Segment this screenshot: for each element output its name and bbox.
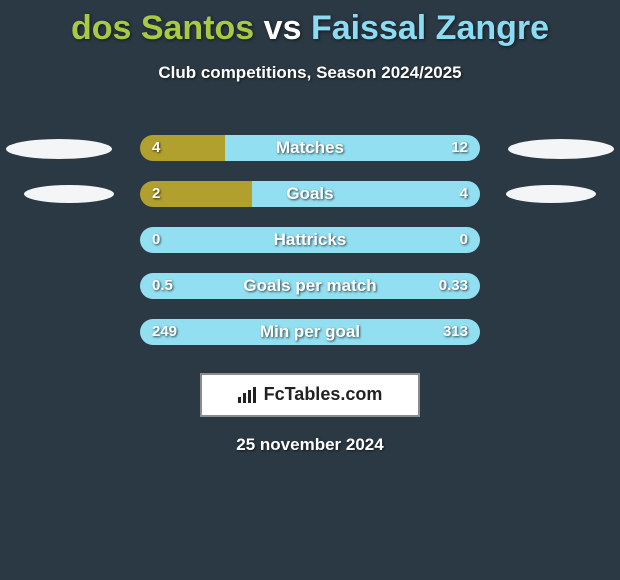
title-player-b: Faissal Zangre bbox=[311, 9, 549, 47]
stat-row: Goals24 bbox=[0, 171, 620, 217]
bar-segment-b bbox=[140, 273, 480, 299]
stat-bar bbox=[140, 135, 480, 161]
stats-block: Matches412Goals24Hattricks00Goals per ma… bbox=[0, 125, 620, 355]
player-b-marker bbox=[508, 139, 614, 159]
page-title: dos Santos vs Faissal Zangre bbox=[0, 0, 620, 49]
title-vs: vs bbox=[264, 9, 302, 47]
bar-segment-b bbox=[140, 319, 480, 345]
bar-segment-b bbox=[140, 227, 480, 253]
stat-bar bbox=[140, 273, 480, 299]
bar-segment-a bbox=[140, 135, 225, 161]
bar-segment-b bbox=[252, 181, 480, 207]
player-a-marker bbox=[6, 139, 112, 159]
stat-bar bbox=[140, 227, 480, 253]
stat-row: Matches412 bbox=[0, 125, 620, 171]
bar-segment-a bbox=[140, 181, 252, 207]
bar-segment-b bbox=[225, 135, 480, 161]
stat-bar bbox=[140, 319, 480, 345]
subtitle: Club competitions, Season 2024/2025 bbox=[0, 63, 620, 83]
player-a-marker bbox=[24, 185, 114, 203]
fctables-badge[interactable]: FcTables.com bbox=[200, 373, 420, 417]
date-text: 25 november 2024 bbox=[0, 435, 620, 455]
stat-row: Min per goal249313 bbox=[0, 309, 620, 355]
title-player-a: dos Santos bbox=[71, 9, 254, 47]
stat-row: Hattricks00 bbox=[0, 217, 620, 263]
badge-text: FcTables.com bbox=[264, 384, 383, 405]
stat-bar bbox=[140, 181, 480, 207]
bar-chart-icon bbox=[238, 387, 258, 403]
comparison-infographic: dos Santos vs Faissal Zangre Club compet… bbox=[0, 0, 620, 580]
player-b-marker bbox=[506, 185, 596, 203]
stat-row: Goals per match0.50.33 bbox=[0, 263, 620, 309]
